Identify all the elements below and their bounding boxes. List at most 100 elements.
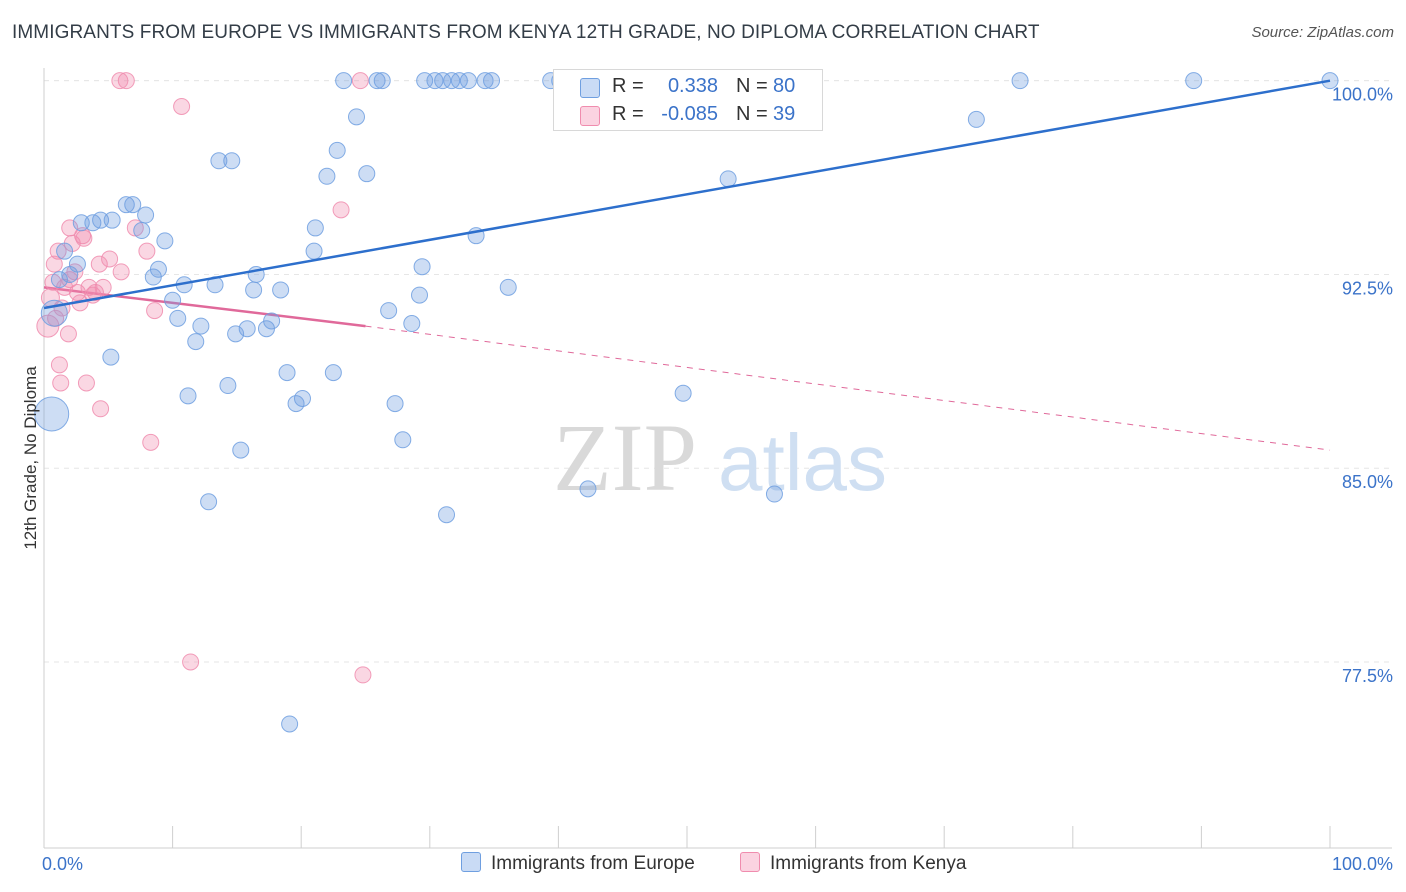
europe-legend-label: Immigrants from Europe [491,853,695,874]
kenya-point [111,72,129,90]
europe-point [187,333,205,351]
europe-point [1185,72,1203,90]
kenya-trend-line [43,286,366,328]
chart-title: IMMIGRANTS FROM EUROPE VS IMMIGRANTS FRO… [12,22,1040,43]
kenya-legend-swatch [740,852,760,872]
watermark-zip: ZIP [553,404,697,511]
legend-n-value: 39 [773,103,796,125]
europe-point [238,320,256,338]
kenya-point [50,356,68,374]
kenya-point [94,278,112,296]
europe-point [200,493,218,511]
europe-point [164,291,182,309]
europe-point [416,72,434,90]
europe-point [68,255,86,273]
legend-n-label: N = [736,75,768,97]
kenya-point [52,374,70,392]
europe-point [192,317,210,335]
europe-points [34,72,1339,733]
europe-point [674,384,692,402]
legend-n-label: N = [736,103,768,125]
kenya-legend-label: Immigrants from Kenya [770,853,967,874]
europe-point [50,271,68,289]
x-tick-label: 0.0% [42,854,83,874]
y-tick-label: 77.5% [1342,666,1393,686]
europe-point [499,278,517,296]
europe-point [210,152,228,170]
legend-r-label: R = [612,75,644,97]
europe-point [103,211,121,229]
europe-point [1011,72,1029,90]
source-label: Source: ZipAtlas.com [1251,24,1394,41]
grid-lines [44,80,1392,663]
europe-point [124,196,142,214]
europe-point [305,242,323,260]
europe-trend [43,79,1331,310]
x-tick-label: 100.0% [1332,854,1393,874]
europe-point [450,72,468,90]
legend-r-value: -0.085 [661,103,718,125]
kenya-point [101,250,119,268]
y-tick-label: 85.0% [1342,472,1393,492]
europe-point [459,72,477,90]
kenya-point [351,72,369,90]
europe-point [278,364,296,382]
kenya-points [36,72,372,684]
legend-kenya: Immigrants from Kenya [740,852,966,875]
europe-point [169,309,187,327]
y-tick-label: 100.0% [1332,85,1393,105]
europe-point [281,715,299,733]
europe-point [263,312,281,330]
europe-point [765,485,783,503]
europe-point [368,72,386,90]
watermark-atlas: atlas [718,418,887,507]
kenya-point [117,72,135,90]
europe-point [411,286,429,304]
kenya-point [112,263,130,281]
kenya-point [142,433,160,451]
legend-n-value: 80 [773,75,796,97]
europe-point [483,72,501,90]
kenya-point [74,227,92,245]
kenya-point [332,201,350,219]
kenya-point [146,302,164,320]
legend-r-label: R = [612,103,644,125]
europe-point [434,72,452,90]
kenya-point [45,255,63,273]
europe-point [403,315,421,333]
kenya-point [49,242,67,260]
europe-point [117,196,135,214]
europe-point [56,242,74,260]
axes [43,68,1392,849]
watermark: ZIP atlas [553,404,887,511]
kenya-trend [43,286,1331,451]
europe-point [245,281,263,299]
europe-point [306,219,324,237]
correlation-legend: R = 0.338 N = 80 R = -0.085 N = 39 [553,69,823,131]
europe-point [413,258,431,276]
europe-point [358,165,376,183]
legend-row-kenya: R = -0.085 N = 39 [554,101,822,129]
europe-point [137,206,155,224]
y-axis-label: 12th Grade, No Diploma [21,366,40,550]
tick-labels: 77.5% 85.0% 92.5% 100.0% 0.0% 100.0% [42,85,1393,874]
europe-point [335,72,353,90]
europe-point [156,232,174,250]
legend-r-value: 0.338 [667,75,718,97]
europe-point [324,364,342,382]
europe-trend-line [43,79,1331,310]
europe-point [149,260,167,278]
legend-europe: Immigrants from Europe [461,852,695,875]
legend-row-europe: R = 0.338 N = 80 [554,73,822,101]
europe-point [380,302,398,320]
europe-point [92,211,110,229]
europe-swatch [580,78,600,98]
europe-point [438,506,456,524]
kenya-point [173,98,191,116]
europe-point [34,396,70,432]
europe-point [476,72,494,90]
europe-point [272,281,290,299]
europe-legend-swatch [461,852,481,872]
europe-point [719,170,737,188]
